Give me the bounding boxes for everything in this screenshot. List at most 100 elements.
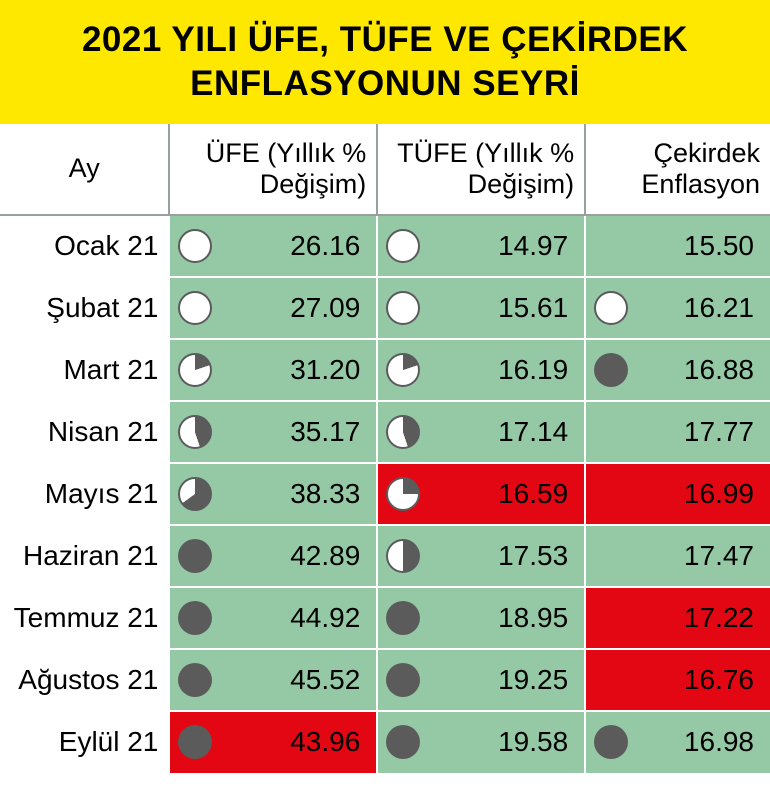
month-label: Mayıs 21 (0, 463, 169, 525)
pie-icon (386, 477, 420, 511)
month-label: Haziran 21 (0, 525, 169, 587)
pie-icon (386, 291, 420, 325)
value-tufe: 19.25 (420, 664, 568, 696)
cell-ufe: 45.52 (169, 649, 377, 711)
title-bar: 2021 YILI ÜFE, TÜFE VE ÇEKİRDEK ENFLASYO… (0, 0, 770, 124)
cell-tufe: 14.97 (377, 215, 585, 277)
value-tufe: 15.61 (420, 292, 568, 324)
cell-ufe: 43.96 (169, 711, 377, 773)
month-label: Temmuz 21 (0, 587, 169, 649)
pie-icon (386, 539, 420, 573)
value-cek: 15.50 (628, 230, 754, 262)
table-header-row: Ay ÜFE (Yıllık % Değişim) TÜFE (Yıllık %… (0, 124, 770, 215)
value-cek: 16.99 (628, 478, 754, 510)
value-tufe: 18.95 (420, 602, 568, 634)
month-label: Eylül 21 (0, 711, 169, 773)
month-label: Mart 21 (0, 339, 169, 401)
value-ufe: 35.17 (212, 416, 360, 448)
cell-cek: 17.47 (585, 525, 770, 587)
header-tufe: TÜFE (Yıllık % Değişim) (377, 124, 585, 215)
pie-icon (178, 291, 212, 325)
cell-ufe: 44.92 (169, 587, 377, 649)
cell-tufe: 17.53 (377, 525, 585, 587)
cell-cek: 17.22 (585, 587, 770, 649)
value-cek: 16.98 (628, 726, 754, 758)
pie-icon (386, 601, 420, 635)
value-tufe: 14.97 (420, 230, 568, 262)
cell-cek: 16.99 (585, 463, 770, 525)
pie-icon (178, 415, 212, 449)
value-tufe: 16.59 (420, 478, 568, 510)
table-body: Ocak 21 26.16 14.97 15.50 Şubat 21 27.09 15.61… (0, 215, 770, 773)
cell-ufe: 27.09 (169, 277, 377, 339)
pie-icon (178, 353, 212, 387)
cell-cek: 16.98 (585, 711, 770, 773)
pie-icon (386, 663, 420, 697)
month-label: Nisan 21 (0, 401, 169, 463)
cell-ufe: 26.16 (169, 215, 377, 277)
cell-tufe: 18.95 (377, 587, 585, 649)
pie-spacer (594, 415, 628, 449)
month-label: Ağustos 21 (0, 649, 169, 711)
cell-ufe: 31.20 (169, 339, 377, 401)
pie-icon (594, 725, 628, 759)
table-row: Ocak 21 26.16 14.97 15.50 (0, 215, 770, 277)
pie-icon (178, 539, 212, 573)
value-cek: 16.88 (628, 354, 754, 386)
pie-icon (386, 229, 420, 263)
table-row: Şubat 21 27.09 15.61 16.21 (0, 277, 770, 339)
value-tufe: 16.19 (420, 354, 568, 386)
value-tufe: 19.58 (420, 726, 568, 758)
cell-tufe: 17.14 (377, 401, 585, 463)
month-label: Şubat 21 (0, 277, 169, 339)
inflation-table: Ay ÜFE (Yıllık % Değişim) TÜFE (Yıllık %… (0, 124, 770, 773)
month-label: Ocak 21 (0, 215, 169, 277)
table-row: Mart 21 31.20 16.19 16.88 (0, 339, 770, 401)
cell-tufe: 19.25 (377, 649, 585, 711)
value-ufe: 38.33 (212, 478, 360, 510)
table-row: Mayıs 21 38.33 16.59 16.99 (0, 463, 770, 525)
cell-ufe: 42.89 (169, 525, 377, 587)
table-row: Eylül 21 43.96 19.58 16.98 (0, 711, 770, 773)
value-tufe: 17.14 (420, 416, 568, 448)
pie-icon (386, 415, 420, 449)
header-month: Ay (0, 124, 169, 215)
cell-ufe: 38.33 (169, 463, 377, 525)
table-row: Haziran 21 42.89 17.53 17.47 (0, 525, 770, 587)
value-cek: 16.21 (628, 292, 754, 324)
title-line-1: 2021 YILI ÜFE, TÜFE VE ÇEKİRDEK (10, 18, 760, 62)
value-cek: 17.22 (628, 602, 754, 634)
pie-icon (178, 663, 212, 697)
cell-cek: 15.50 (585, 215, 770, 277)
value-ufe: 45.52 (212, 664, 360, 696)
cell-tufe: 16.59 (377, 463, 585, 525)
value-ufe: 42.89 (212, 540, 360, 572)
cell-tufe: 19.58 (377, 711, 585, 773)
pie-icon (386, 725, 420, 759)
value-ufe: 27.09 (212, 292, 360, 324)
pie-icon (594, 291, 628, 325)
title-line-2: ENFLASYONUN SEYRİ (10, 62, 760, 106)
pie-spacer (594, 539, 628, 573)
value-ufe: 26.16 (212, 230, 360, 262)
value-tufe: 17.53 (420, 540, 568, 572)
pie-spacer (594, 601, 628, 635)
value-ufe: 31.20 (212, 354, 360, 386)
table-row: Ağustos 21 45.52 19.25 16.76 (0, 649, 770, 711)
value-ufe: 43.96 (212, 726, 360, 758)
value-cek: 16.76 (628, 664, 754, 696)
cell-cek: 16.88 (585, 339, 770, 401)
pie-icon (178, 725, 212, 759)
value-ufe: 44.92 (212, 602, 360, 634)
table-row: Nisan 2135.1717.1417.77 (0, 401, 770, 463)
pie-icon (178, 477, 212, 511)
header-ufe: ÜFE (Yıllık % Değişim) (169, 124, 377, 215)
pie-icon (178, 229, 212, 263)
pie-spacer (594, 663, 628, 697)
pie-spacer (594, 229, 628, 263)
table-row: Temmuz 21 44.92 18.95 17.22 (0, 587, 770, 649)
pie-icon (386, 353, 420, 387)
cell-tufe: 15.61 (377, 277, 585, 339)
pie-icon (594, 353, 628, 387)
cell-ufe: 35.17 (169, 401, 377, 463)
